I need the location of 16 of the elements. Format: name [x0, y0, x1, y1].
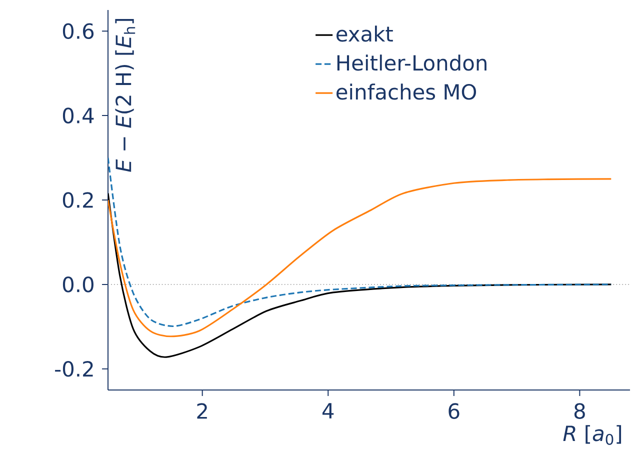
y-tick-label: 0.4: [62, 108, 94, 124]
x-tick-label: 2: [197, 403, 207, 419]
x-tick-label: 6: [448, 403, 460, 419]
x-tick-label: 8: [574, 403, 585, 419]
x-axis-title: R [a$_{0}$]: [563, 425, 622, 445]
y-tick-label: 0.6: [62, 23, 94, 40]
y-axis-title: E − E(2 H) [E$_{h}$]: [115, 18, 136, 172]
legend-label: Heitler-London: [337, 54, 486, 71]
y-tick-label: 0.2: [62, 192, 93, 208]
legend-label: einfaches MO: [336, 84, 476, 100]
y-tick-label: -0.2: [55, 360, 93, 377]
legend-label: exakt: [336, 26, 393, 42]
line-series: [108, 178, 612, 338]
y-tick-label: 0.0: [62, 276, 94, 292]
x-tick-label: 4: [322, 403, 334, 418]
line-series: [108, 192, 612, 358]
